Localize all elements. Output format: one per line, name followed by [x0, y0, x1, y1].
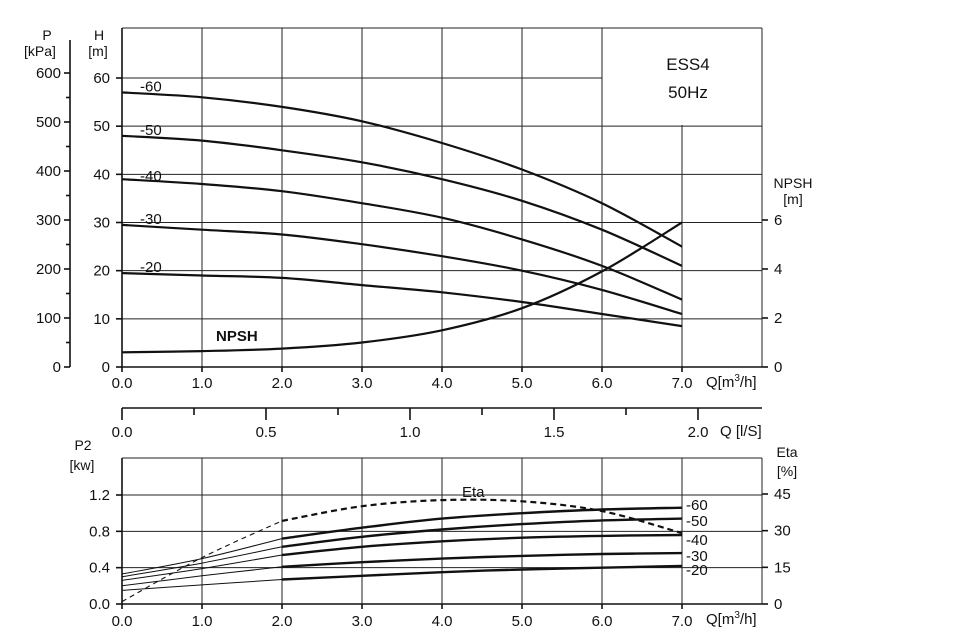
bottom-x-tick-label: 1.0 [192, 613, 213, 630]
top-x-tick-label: 4.0 [432, 375, 453, 392]
top-x-tick-label: 6.0 [592, 375, 613, 392]
bottom-x-tick-label: 4.0 [432, 613, 453, 630]
chart-subtitle: 50Hz [668, 83, 708, 102]
head-tick-label: 30 [93, 215, 110, 232]
power-curve-series [281, 564, 683, 581]
head-tick-label: 0 [102, 359, 110, 376]
power-curve-label: -40 [686, 532, 708, 549]
top-x-tick-label: 0.0 [112, 375, 133, 392]
pressure-tick-label: 300 [36, 212, 61, 229]
flow-ls-tick-label: 0.0 [112, 424, 133, 441]
pressure-tick-label: 0 [53, 359, 61, 376]
power-curve-series [281, 551, 683, 568]
power-curve-low-flow [121, 554, 283, 581]
power-curve-series [281, 517, 683, 548]
flow-ls-tick-label: 0.5 [256, 424, 277, 441]
eta-axis-label-line1: Eta [776, 444, 797, 460]
power-curve-low-flow [121, 546, 283, 578]
eta-curve-label: Eta [462, 484, 485, 501]
flow-ls-tick-label: 1.5 [544, 424, 565, 441]
bottom-x-tick-label: 2.0 [272, 613, 293, 630]
head-curve-label: -60 [140, 78, 162, 95]
npsh-tick-label: 6 [774, 212, 782, 229]
chart-title: ESS4 [666, 55, 709, 74]
eta-tick-label: 30 [774, 523, 791, 540]
bottom-x-axis-label: Q[m3/h] [706, 610, 757, 628]
top-x-tick-label: 2.0 [272, 375, 293, 392]
eta-tick-label: 15 [774, 559, 791, 576]
npsh-axis-label-line2: [m] [783, 191, 802, 207]
power-curve-series [281, 506, 683, 540]
power-tick-label: 0.8 [89, 523, 110, 540]
bottom-x-tick-label: 0.0 [112, 613, 133, 630]
top-x-tick-label: 3.0 [352, 375, 373, 392]
head-tick-label: 50 [93, 118, 110, 135]
top-x-tick-label: 1.0 [192, 375, 213, 392]
head-curve-label: -20 [140, 259, 162, 276]
flow-ls-tick-label: 1.0 [400, 424, 421, 441]
power-curve-label: -20 [686, 562, 708, 579]
head-curve-label: -40 [140, 168, 162, 185]
npsh-tick-label: 2 [774, 310, 782, 327]
pressure-tick-label: 100 [36, 310, 61, 327]
power-axis-label-line1: P2 [74, 437, 91, 453]
pressure-tick-label: 600 [36, 65, 61, 82]
head-curve-series [121, 178, 683, 301]
pressure-axis-label-line2: [kPa] [24, 43, 56, 59]
eta-curve-low-flow [121, 520, 283, 603]
head-curve-label: -50 [140, 122, 162, 139]
flow-ls-axis-label: Q [l/S] [720, 423, 762, 440]
flow-ls-tick-label: 2.0 [688, 424, 709, 441]
pressure-axis-label-line1: P [42, 27, 51, 43]
head-tick-label: 20 [93, 263, 110, 280]
power-curve-label: -30 [686, 548, 708, 565]
power-axis-label-line2: [kw] [70, 457, 95, 473]
eta-axis-label-line2: [%] [777, 463, 797, 479]
head-curve-series [121, 91, 683, 248]
bottom-x-tick-label: 7.0 [672, 613, 693, 630]
head-axis-label-line1: H [94, 27, 104, 43]
npsh-curve-label: NPSH [216, 328, 258, 345]
eta-tick-label: 0 [774, 596, 782, 613]
npsh-tick-label: 0 [774, 359, 782, 376]
top-x-tick-label: 7.0 [672, 375, 693, 392]
head-curve-series [121, 134, 683, 267]
head-axis-label-line2: [m] [88, 43, 107, 59]
power-curve-label: -50 [686, 513, 708, 530]
eta-curve [281, 498, 683, 535]
head-tick-label: 40 [93, 166, 110, 183]
bottom-x-tick-label: 6.0 [592, 613, 613, 630]
npsh-curve [121, 221, 683, 354]
head-curve-series [121, 223, 683, 316]
head-curve-label: -30 [140, 211, 162, 228]
pressure-tick-label: 200 [36, 261, 61, 278]
head-curve-series [121, 272, 683, 328]
bottom-x-tick-label: 3.0 [352, 613, 373, 630]
eta-tick-label: 45 [774, 486, 791, 503]
power-curve-low-flow [121, 579, 283, 591]
power-tick-label: 1.2 [89, 487, 110, 504]
head-tick-label: 10 [93, 311, 110, 328]
npsh-axis-label-line1: NPSH [774, 175, 813, 191]
pressure-tick-label: 400 [36, 163, 61, 180]
power-curve-low-flow [121, 566, 283, 587]
npsh-tick-label: 4 [774, 261, 782, 278]
power-curve-low-flow [121, 538, 283, 575]
bottom-x-tick-label: 5.0 [512, 613, 533, 630]
power-tick-label: 0.0 [89, 596, 110, 613]
power-curve-label: -60 [686, 497, 708, 514]
top-x-axis-label: Q[m3/h] [706, 373, 757, 391]
top-x-tick-label: 5.0 [512, 375, 533, 392]
pressure-tick-label: 500 [36, 114, 61, 131]
head-tick-label: 60 [93, 70, 110, 87]
power-tick-label: 0.4 [89, 560, 110, 577]
power-curve-series [281, 533, 683, 557]
